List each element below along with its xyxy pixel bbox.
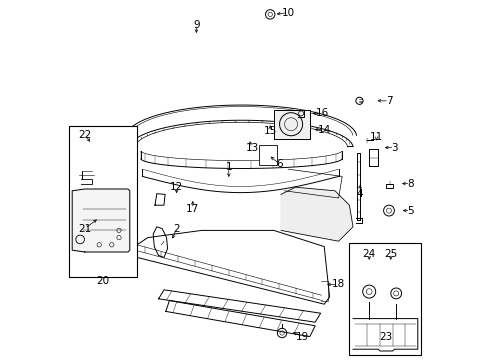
Polygon shape: [159, 290, 320, 322]
Text: 21: 21: [78, 224, 92, 234]
Polygon shape: [166, 301, 315, 337]
Polygon shape: [130, 230, 330, 304]
Text: 2: 2: [173, 224, 180, 234]
Bar: [387, 184, 393, 188]
Text: 10: 10: [282, 8, 295, 18]
Text: 12: 12: [170, 182, 183, 192]
Polygon shape: [274, 110, 310, 139]
Text: 14: 14: [318, 125, 331, 135]
Text: 1: 1: [225, 162, 232, 172]
Polygon shape: [72, 189, 130, 252]
Text: 22: 22: [78, 130, 92, 140]
Text: 20: 20: [96, 276, 109, 286]
Text: 4: 4: [357, 189, 364, 199]
Bar: [349, 243, 421, 355]
Text: 11: 11: [370, 132, 383, 142]
Text: 25: 25: [384, 249, 397, 259]
Text: 8: 8: [407, 179, 414, 189]
Bar: [69, 126, 137, 277]
Text: 9: 9: [193, 20, 200, 30]
Text: 24: 24: [363, 249, 376, 259]
Text: 6: 6: [276, 159, 283, 169]
Text: 5: 5: [407, 206, 414, 216]
Text: 3: 3: [391, 143, 398, 153]
Text: 19: 19: [296, 332, 309, 342]
Text: 17: 17: [186, 204, 199, 214]
Bar: [259, 145, 277, 165]
Polygon shape: [281, 187, 353, 241]
Text: 16: 16: [316, 108, 329, 118]
Text: 13: 13: [245, 143, 259, 153]
Text: 23: 23: [379, 332, 392, 342]
Text: 15: 15: [264, 126, 277, 136]
Text: 7: 7: [386, 96, 392, 106]
Text: 18: 18: [332, 279, 345, 289]
